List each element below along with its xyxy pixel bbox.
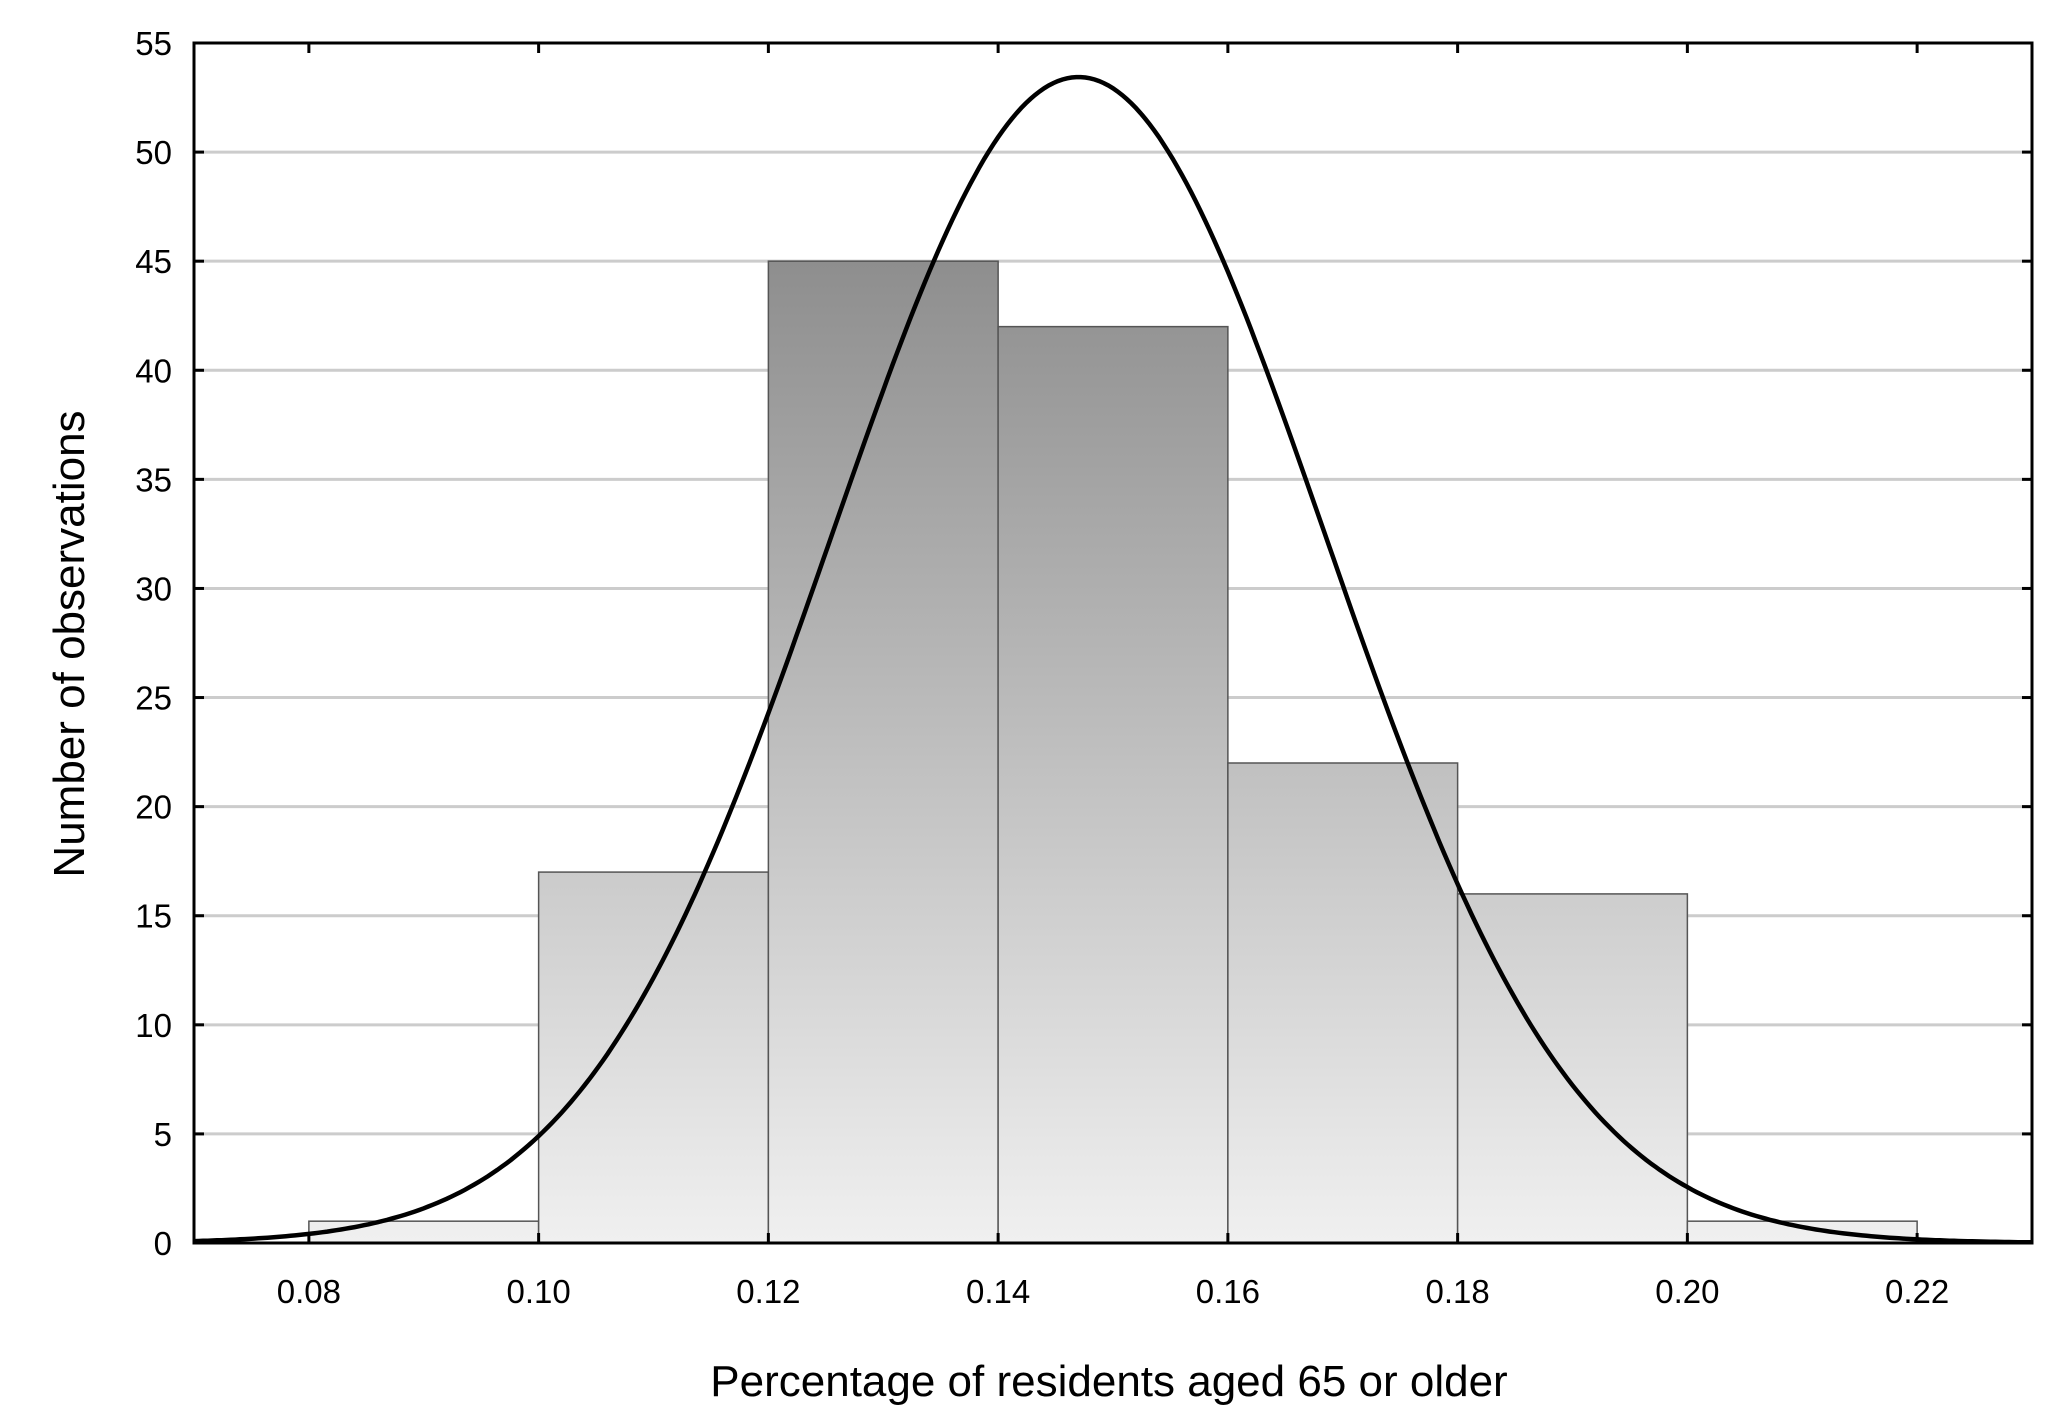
y-tick-label-1: 5 [154,1116,172,1153]
y-tick-label-4: 20 [135,789,172,826]
x-tick-label-0: 0.08 [277,1273,341,1310]
y-tick-label-11: 55 [135,25,172,62]
y-tick-label-0: 0 [154,1225,172,1262]
y-tick-label-5: 25 [135,680,172,717]
x-tick-label-1: 0.10 [507,1273,571,1310]
x-axis-title: Percentage of residents aged 65 or older [710,1357,1507,1406]
y-tick-label-9: 45 [135,243,172,280]
y-tick-label-7: 35 [135,461,172,498]
histogram-bar-3 [997,325,1229,1244]
histogram-bar-1 [537,871,770,1244]
histogram-bar-2 [767,260,999,1244]
x-tick-label-6: 0.20 [1655,1273,1719,1310]
y-tick-label-10: 50 [135,134,172,171]
x-tick-label-4: 0.16 [1196,1273,1260,1310]
x-tick-label-3: 0.14 [966,1273,1030,1310]
x-tick-label-2: 0.12 [736,1273,800,1310]
axis-ticks [194,41,2032,1245]
histogram-bar-0 [308,1220,540,1244]
histogram-bar-4 [1227,762,1459,1244]
y-tick-label-6: 30 [135,570,172,607]
normal-curve-layer [193,74,2032,1245]
y-axis-title: Number of observations [45,410,94,877]
x-tick-label-5: 0.18 [1426,1273,1490,1310]
y-tick-label-3: 15 [135,898,172,935]
normal-fit-curve [193,74,2032,1245]
plot-frame [192,41,2034,1245]
y-tick-labels: 0 5 10 15 20 25 30 35 40 45 50 55 [135,25,172,1262]
histogram-bar-6 [1686,1220,1918,1244]
histogram-bar-5 [1456,893,1689,1244]
histogram-bars [308,260,1918,1244]
y-tick-label-2: 10 [135,1007,172,1044]
y-tick-label-8: 40 [135,352,172,389]
x-tick-labels: 0.08 0.10 0.12 0.14 0.16 0.18 0.20 0.22 [277,1273,1949,1310]
x-tick-label-7: 0.22 [1885,1273,1949,1310]
